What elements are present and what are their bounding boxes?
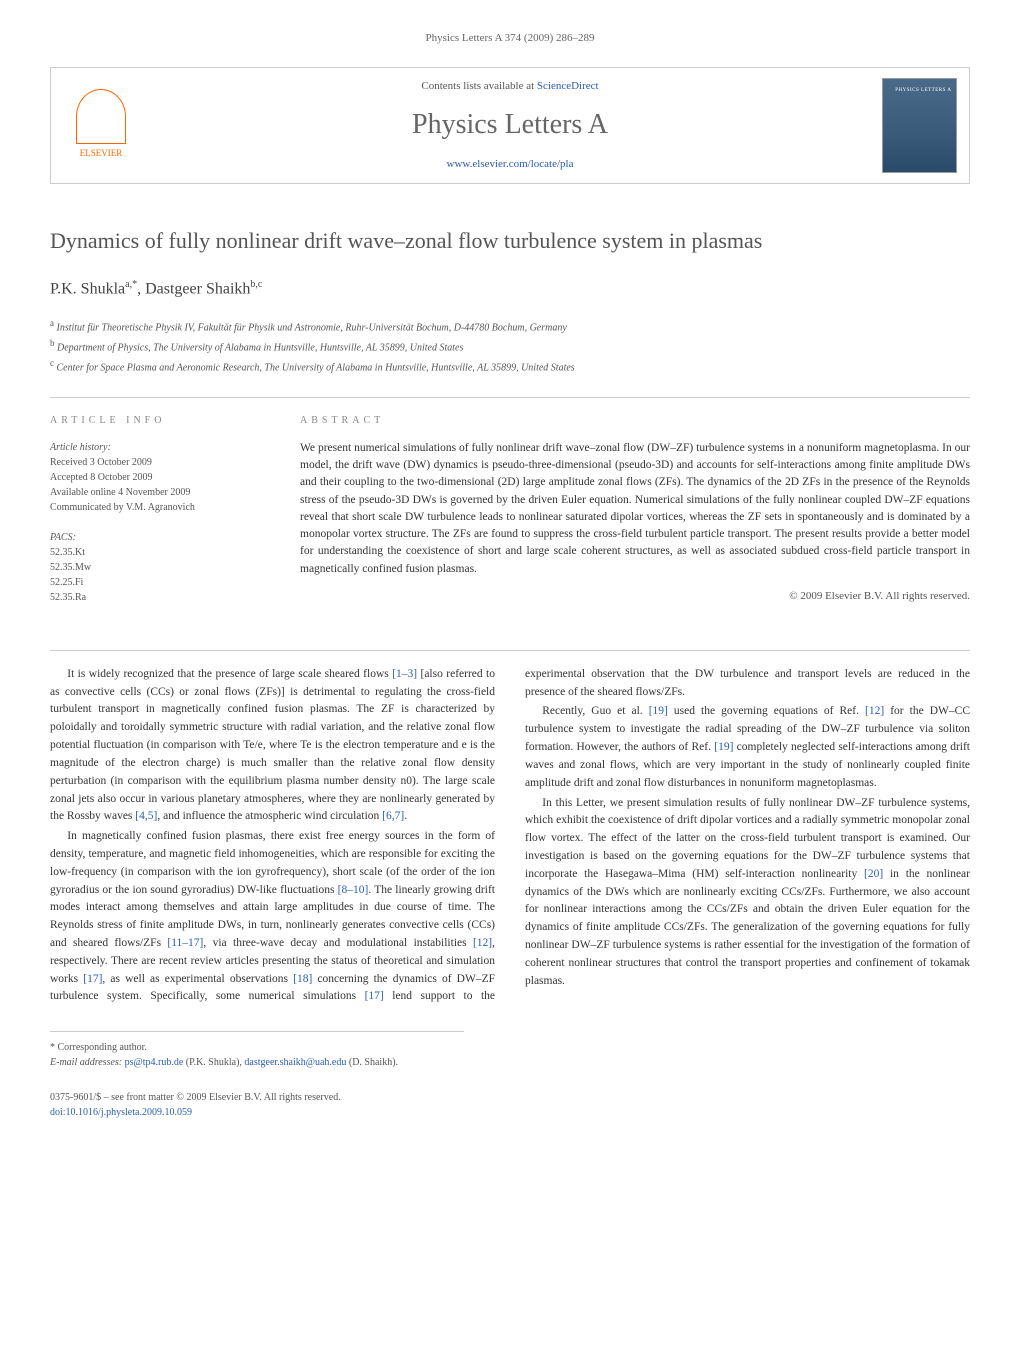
cover-label: PHYSICS LETTERS A: [895, 87, 951, 95]
journal-homepage-line: www.elsevier.com/locate/pla: [151, 156, 869, 173]
body-paragraph-4: In this Letter, we present simulation re…: [525, 795, 970, 991]
body-paragraph-1: It is widely recognized that the presenc…: [50, 666, 495, 826]
author-1: P.K. Shukla: [50, 280, 125, 297]
corresponding-author-note: * Corresponding author.: [50, 1040, 464, 1055]
article-info-heading: ARTICLE INFO: [50, 413, 260, 428]
journal-url-link[interactable]: www.elsevier.com/locate/pla: [447, 158, 574, 170]
email-link[interactable]: ps@tp4.rub.de: [125, 1057, 184, 1068]
divider: [50, 397, 970, 398]
elsevier-logo: ELSEVIER: [66, 85, 136, 165]
author-2-affil: b,c: [250, 279, 262, 290]
ref-link[interactable]: [19]: [649, 705, 668, 717]
ref-link[interactable]: [11–17]: [167, 937, 203, 949]
divider: [50, 650, 970, 651]
online-date: Available online 4 November 2009: [50, 485, 260, 500]
pacs-code: 52.35.Mw: [50, 560, 260, 575]
ref-link[interactable]: [20]: [864, 868, 883, 880]
ref-link[interactable]: [19]: [714, 741, 733, 753]
abstract-text: We present numerical simulations of full…: [300, 440, 970, 578]
bottom-meta: 0375-9601/$ – see front matter © 2009 El…: [50, 1090, 970, 1120]
article-body: It is widely recognized that the presenc…: [50, 666, 970, 1006]
contents-prefix: Contents lists available at: [421, 80, 536, 92]
ref-link[interactable]: [6,7]: [382, 810, 404, 822]
pacs-code: 52.35.Kt: [50, 545, 260, 560]
abstract-heading: ABSTRACT: [300, 413, 970, 428]
ref-link[interactable]: [8–10]: [338, 884, 369, 896]
affiliation-a: a Institut für Theoretische Physik IV, F…: [50, 316, 970, 336]
ref-link[interactable]: [12]: [473, 937, 492, 949]
email-link[interactable]: dastgeer.shaikh@uah.edu: [244, 1057, 346, 1068]
ref-link[interactable]: [17]: [365, 990, 384, 1002]
pacs-label: PACS:: [50, 530, 260, 545]
pacs-code: 52.25.Fi: [50, 575, 260, 590]
abstract-column: ABSTRACT We present numerical simulation…: [300, 413, 970, 620]
elsevier-tree-icon: [76, 89, 126, 144]
pacs-code: 52.35.Ra: [50, 590, 260, 605]
abstract-copyright: © 2009 Elsevier B.V. All rights reserved…: [300, 588, 970, 605]
author-2: Dastgeer Shaikh: [145, 280, 250, 297]
journal-banner: ELSEVIER Contents lists available at Sci…: [50, 67, 970, 184]
article-title: Dynamics of fully nonlinear drift wave–z…: [50, 224, 970, 257]
pacs-block: PACS: 52.35.Kt 52.35.Mw 52.25.Fi 52.35.R…: [50, 530, 260, 605]
sciencedirect-link[interactable]: ScienceDirect: [537, 80, 599, 92]
running-header: Physics Letters A 374 (2009) 286–289: [50, 30, 970, 47]
received-date: Received 3 October 2009: [50, 455, 260, 470]
footnotes: * Corresponding author. E-mail addresses…: [50, 1031, 464, 1070]
accepted-date: Accepted 8 October 2009: [50, 470, 260, 485]
email-addresses: E-mail addresses: ps@tp4.rub.de (P.K. Sh…: [50, 1055, 464, 1070]
ref-link[interactable]: [4,5]: [135, 810, 157, 822]
history-label: Article history:: [50, 440, 260, 455]
journal-cover-thumbnail: PHYSICS LETTERS A: [882, 78, 957, 173]
issn-line: 0375-9601/$ – see front matter © 2009 El…: [50, 1090, 970, 1105]
banner-center: Contents lists available at ScienceDirec…: [151, 78, 869, 173]
affiliation-c: c Center for Space Plasma and Aeronomic …: [50, 356, 970, 376]
communicated-by: Communicated by V.M. Agranovich: [50, 500, 260, 515]
info-abstract-row: ARTICLE INFO Article history: Received 3…: [50, 413, 970, 620]
ref-link[interactable]: [18]: [293, 973, 312, 985]
ref-link[interactable]: [12]: [865, 705, 884, 717]
ref-link[interactable]: [17]: [83, 973, 102, 985]
affiliation-b: b Department of Physics, The University …: [50, 336, 970, 356]
body-paragraph-3: Recently, Guo et al. [19] used the gover…: [525, 703, 970, 792]
publisher-logo-container: ELSEVIER: [51, 85, 151, 165]
cover-thumbnail-container: PHYSICS LETTERS A: [869, 78, 969, 173]
article-history: Article history: Received 3 October 2009…: [50, 440, 260, 515]
article-info-column: ARTICLE INFO Article history: Received 3…: [50, 413, 260, 620]
author-1-affil: a,*: [125, 279, 137, 290]
publisher-name: ELSEVIER: [80, 147, 123, 161]
doi-link[interactable]: doi:10.1016/j.physleta.2009.10.059: [50, 1107, 192, 1118]
journal-name: Physics Letters A: [151, 104, 869, 146]
contents-available-line: Contents lists available at ScienceDirec…: [151, 78, 869, 95]
authors-line: P.K. Shuklaa,*, Dastgeer Shaikhb,c: [50, 277, 970, 301]
affiliations: a Institut für Theoretische Physik IV, F…: [50, 316, 970, 377]
ref-link[interactable]: [1–3]: [392, 668, 417, 680]
